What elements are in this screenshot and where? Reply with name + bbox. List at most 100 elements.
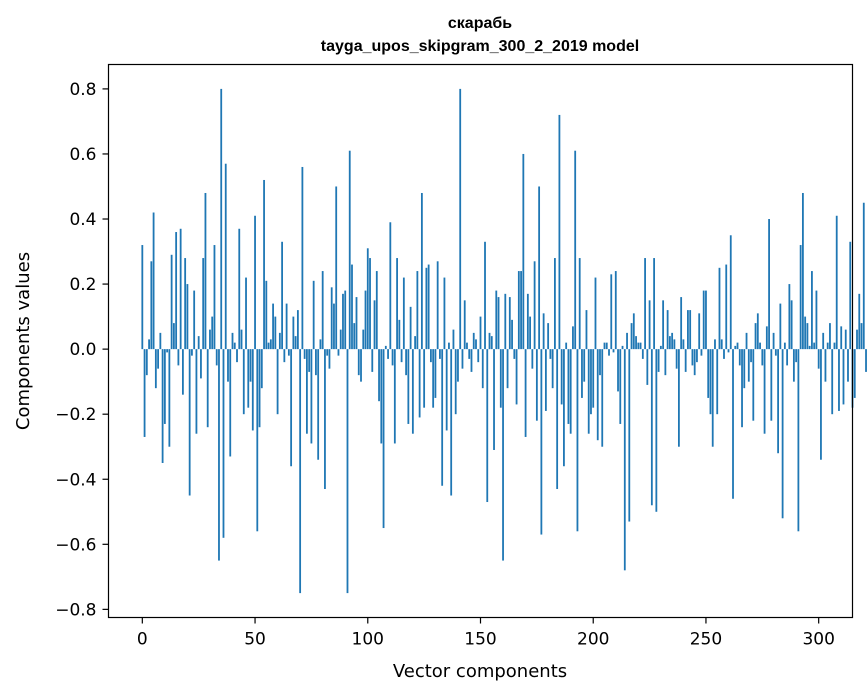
y-tick-label: −0.4: [55, 470, 96, 490]
bar-310: [840, 326, 843, 350]
bar-211: [617, 349, 619, 392]
bar-230: [659, 345, 662, 350]
bar-6: [154, 349, 157, 389]
bar-267: [743, 349, 746, 389]
bar-210: [614, 271, 617, 350]
bar-131: [436, 261, 439, 350]
bar-146: [470, 349, 473, 372]
bar-47: [247, 349, 250, 408]
bar-22: [191, 349, 193, 356]
bar-15: [175, 232, 178, 350]
bar-117: [405, 349, 408, 376]
y-tick-label: −0.6: [55, 535, 96, 555]
bar-71: [301, 166, 304, 350]
y-tick-label: 0.2: [69, 275, 96, 295]
bar-92: [348, 150, 351, 350]
bar-299: [815, 290, 818, 350]
bar-229: [657, 349, 660, 372]
bar-114: [398, 319, 401, 350]
bar-77: [315, 349, 317, 376]
bar-180: [547, 323, 550, 350]
bar-204: [601, 349, 604, 447]
bar-36: [222, 349, 225, 538]
bar-317: [856, 329, 858, 350]
bar-305: [829, 323, 831, 350]
bar-161: [504, 293, 507, 350]
bar-102: [371, 349, 374, 372]
bar-248: [700, 349, 703, 356]
bar-292: [799, 245, 802, 350]
bar-221: [639, 342, 642, 350]
bar-270: [750, 349, 752, 363]
bar-58: [272, 303, 274, 350]
bar-62: [281, 241, 284, 350]
bar-171: [526, 293, 529, 350]
bar-257: [720, 339, 723, 350]
bar-125: [423, 349, 426, 408]
bar-139: [454, 349, 457, 415]
bar-309: [838, 349, 840, 411]
bar-286: [786, 349, 789, 366]
bar-84: [330, 287, 333, 350]
bar-121: [414, 336, 417, 350]
bar-250: [705, 290, 707, 350]
bar-200: [592, 349, 595, 408]
bar-70: [299, 349, 302, 594]
bar-1: [143, 349, 146, 437]
bar-154: [488, 332, 491, 350]
bar-213: [621, 345, 624, 350]
bar-262: [732, 349, 734, 499]
bar-284: [781, 349, 784, 519]
bar-42: [236, 349, 238, 363]
bar-18: [181, 349, 184, 395]
bar-278: [768, 219, 770, 350]
bar-319: [860, 323, 863, 350]
x-axis-label: Vector components: [393, 661, 567, 682]
bar-187: [563, 349, 565, 467]
bar-285: [783, 342, 786, 350]
bar-144: [466, 342, 468, 350]
bar-38: [227, 349, 229, 382]
bar-12: [168, 349, 171, 447]
x-tick-label: 100: [352, 630, 384, 650]
bar-43: [238, 228, 241, 350]
bar-5: [152, 212, 155, 350]
bar-203: [599, 349, 601, 376]
bar-74: [308, 349, 311, 372]
bar-99: [364, 290, 367, 350]
bar-266: [741, 349, 743, 428]
bar-107: [382, 349, 385, 529]
bar-29: [206, 349, 209, 428]
bar-108: [384, 345, 387, 350]
bar-138: [452, 329, 455, 350]
plot-frame: [107, 63, 854, 619]
bar-66: [290, 349, 293, 467]
bar-189: [567, 349, 570, 424]
y-tick-label: 0.6: [69, 145, 96, 165]
bar-170: [524, 349, 527, 437]
bar-63: [283, 349, 286, 363]
bar-301: [820, 349, 822, 460]
bar-251: [707, 349, 710, 398]
bar-86: [335, 186, 338, 350]
bar-73: [305, 349, 308, 434]
y-tick-label: 0.4: [69, 210, 96, 230]
bar-311: [842, 349, 845, 405]
bar-48: [249, 349, 252, 382]
bar-159: [499, 349, 502, 408]
bar-321: [865, 349, 867, 372]
bar-30: [209, 329, 211, 350]
bar-68: [294, 336, 297, 350]
bar-23: [193, 290, 196, 350]
bar-249: [702, 290, 705, 350]
bar-295: [806, 323, 809, 350]
bar-16: [177, 349, 180, 366]
bar-233: [666, 310, 669, 350]
bar-179: [544, 349, 547, 411]
bar-88: [339, 329, 342, 350]
bar-41: [233, 342, 236, 350]
bar-238: [677, 349, 680, 447]
bar-256: [718, 267, 721, 350]
bar-158: [497, 297, 500, 350]
